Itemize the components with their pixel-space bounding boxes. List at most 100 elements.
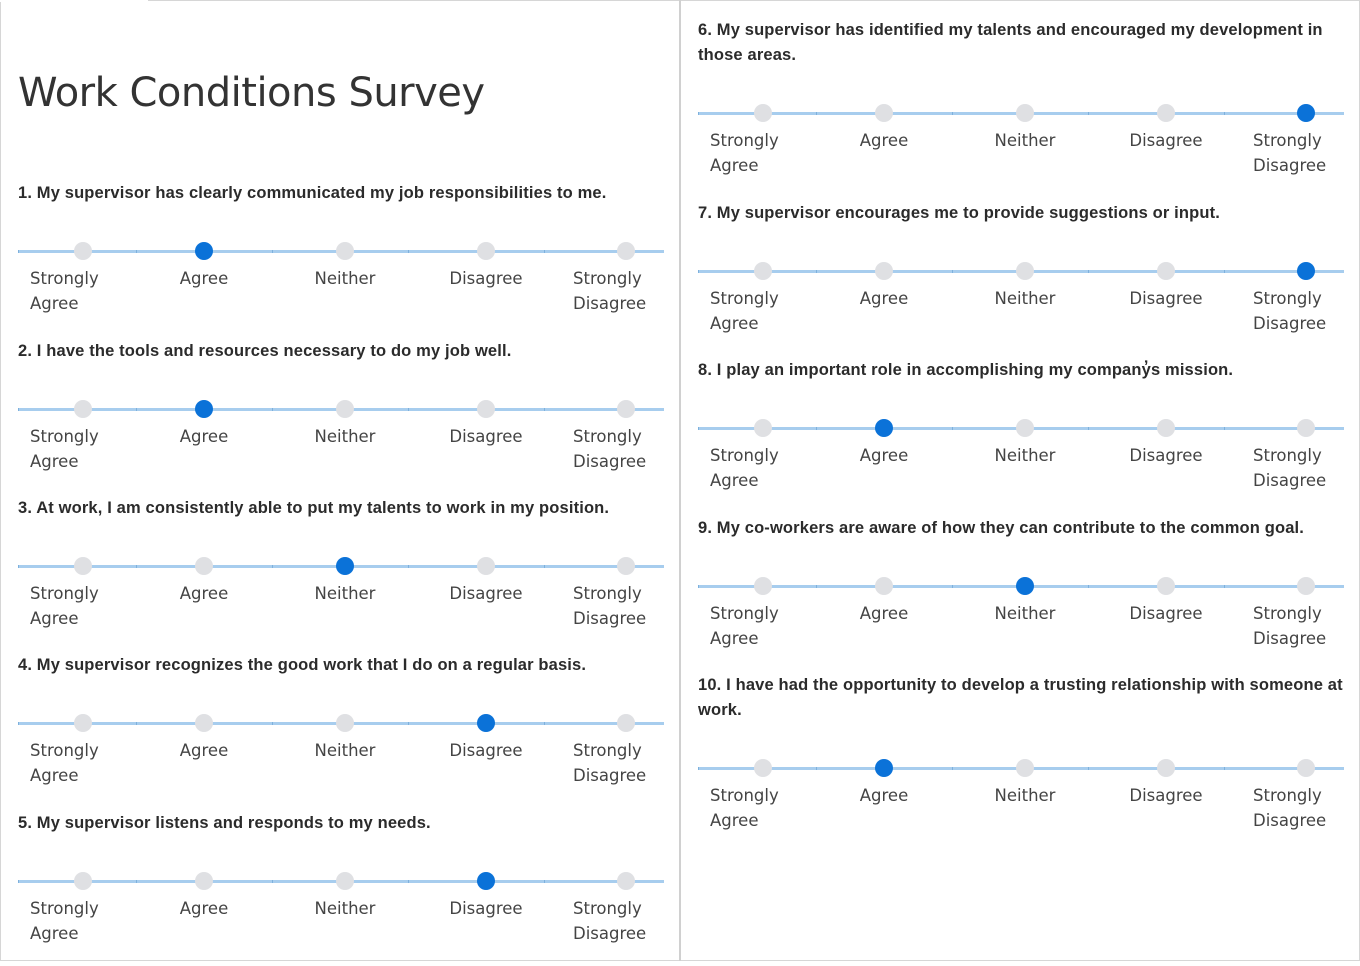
radio-dot[interactable] xyxy=(1297,104,1315,122)
option-strongly-agree[interactable]: Strongly Agree xyxy=(698,258,828,338)
radio-dot[interactable] xyxy=(617,872,635,890)
radio-dot[interactable] xyxy=(195,557,213,575)
radio-dot[interactable] xyxy=(1016,759,1034,777)
radio-dot[interactable] xyxy=(754,262,772,280)
radio-dot[interactable] xyxy=(477,400,495,418)
radio-dot[interactable] xyxy=(477,557,495,575)
option-strongly-disagree[interactable]: Strongly Disagree xyxy=(561,396,691,476)
option-strongly-disagree[interactable]: Strongly Disagree xyxy=(1241,755,1360,835)
radio-dot[interactable] xyxy=(1297,262,1315,280)
option-strongly-agree[interactable]: Strongly Agree xyxy=(18,396,148,476)
option-agree[interactable]: Agree xyxy=(139,396,269,476)
option-neither[interactable]: Neither xyxy=(960,573,1090,653)
radio-dot[interactable] xyxy=(617,242,635,260)
option-strongly-agree[interactable]: Strongly Agree xyxy=(698,415,828,495)
radio-dot[interactable] xyxy=(754,577,772,595)
radio-dot[interactable] xyxy=(74,400,92,418)
option-strongly-agree[interactable]: Strongly Agree xyxy=(698,755,828,835)
option-agree[interactable]: Agree xyxy=(139,553,269,633)
option-strongly-agree[interactable]: Strongly Agree xyxy=(698,573,828,653)
radio-dot[interactable] xyxy=(1297,419,1315,437)
option-disagree[interactable]: Disagree xyxy=(1101,100,1231,180)
radio-dot[interactable] xyxy=(1297,577,1315,595)
option-neither[interactable]: Neither xyxy=(280,238,410,318)
option-strongly-disagree[interactable]: Strongly Disagree xyxy=(1241,258,1360,338)
option-agree[interactable]: Agree xyxy=(139,238,269,318)
radio-dot[interactable] xyxy=(754,419,772,437)
option-disagree[interactable]: Disagree xyxy=(421,710,551,790)
radio-dot[interactable] xyxy=(336,400,354,418)
option-disagree[interactable]: Disagree xyxy=(421,396,551,476)
option-agree[interactable]: Agree xyxy=(819,258,949,338)
option-agree[interactable]: Agree xyxy=(139,868,269,948)
radio-dot[interactable] xyxy=(336,557,354,575)
radio-dot[interactable] xyxy=(875,759,893,777)
option-strongly-disagree[interactable]: Strongly Disagree xyxy=(561,868,691,948)
radio-dot[interactable] xyxy=(1157,419,1175,437)
radio-dot[interactable] xyxy=(336,872,354,890)
radio-dot[interactable] xyxy=(875,577,893,595)
radio-dot[interactable] xyxy=(195,714,213,732)
radio-dot[interactable] xyxy=(74,714,92,732)
radio-dot[interactable] xyxy=(1157,262,1175,280)
option-strongly-disagree[interactable]: Strongly Disagree xyxy=(1241,573,1360,653)
option-strongly-disagree[interactable]: Strongly Disagree xyxy=(1241,100,1360,180)
option-disagree[interactable]: Disagree xyxy=(1101,258,1231,338)
option-strongly-agree[interactable]: Strongly Agree xyxy=(18,238,148,318)
radio-dot[interactable] xyxy=(617,714,635,732)
option-neither[interactable]: Neither xyxy=(960,100,1090,180)
radio-dot[interactable] xyxy=(875,104,893,122)
radio-dot[interactable] xyxy=(74,242,92,260)
option-strongly-agree[interactable]: Strongly Agree xyxy=(18,553,148,633)
option-strongly-disagree[interactable]: Strongly Disagree xyxy=(1241,415,1360,495)
radio-dot[interactable] xyxy=(477,242,495,260)
radio-dot[interactable] xyxy=(195,872,213,890)
option-strongly-disagree[interactable]: Strongly Disagree xyxy=(561,553,691,633)
radio-dot[interactable] xyxy=(477,872,495,890)
radio-dot[interactable] xyxy=(195,400,213,418)
radio-dot[interactable] xyxy=(336,242,354,260)
option-strongly-disagree[interactable]: Strongly Disagree xyxy=(561,710,691,790)
option-neither[interactable]: Neither xyxy=(280,710,410,790)
radio-dot[interactable] xyxy=(1016,419,1034,437)
option-strongly-agree[interactable]: Strongly Agree xyxy=(18,710,148,790)
option-neither[interactable]: Neither xyxy=(280,396,410,476)
option-agree[interactable]: Agree xyxy=(819,415,949,495)
radio-dot[interactable] xyxy=(875,262,893,280)
option-disagree[interactable]: Disagree xyxy=(1101,415,1231,495)
option-agree[interactable]: Agree xyxy=(819,573,949,653)
option-agree[interactable]: Agree xyxy=(139,710,269,790)
radio-dot[interactable] xyxy=(74,557,92,575)
radio-dot[interactable] xyxy=(875,419,893,437)
option-disagree[interactable]: Disagree xyxy=(421,868,551,948)
radio-dot[interactable] xyxy=(1157,577,1175,595)
radio-dot[interactable] xyxy=(754,759,772,777)
option-agree[interactable]: Agree xyxy=(819,100,949,180)
option-strongly-agree[interactable]: Strongly Agree xyxy=(698,100,828,180)
option-disagree[interactable]: Disagree xyxy=(421,238,551,318)
option-strongly-disagree[interactable]: Strongly Disagree xyxy=(561,238,691,318)
radio-dot[interactable] xyxy=(1016,577,1034,595)
option-neither[interactable]: Neither xyxy=(280,868,410,948)
option-disagree[interactable]: Disagree xyxy=(421,553,551,633)
radio-dot[interactable] xyxy=(1016,104,1034,122)
radio-dot[interactable] xyxy=(1157,759,1175,777)
option-neither[interactable]: Neither xyxy=(960,755,1090,835)
option-strongly-agree[interactable]: Strongly Agree xyxy=(18,868,148,948)
radio-dot[interactable] xyxy=(477,714,495,732)
option-agree[interactable]: Agree xyxy=(819,755,949,835)
radio-dot[interactable] xyxy=(195,242,213,260)
radio-dot[interactable] xyxy=(754,104,772,122)
radio-dot[interactable] xyxy=(336,714,354,732)
option-neither[interactable]: Neither xyxy=(280,553,410,633)
option-neither[interactable]: Neither xyxy=(960,415,1090,495)
radio-dot[interactable] xyxy=(1157,104,1175,122)
option-neither[interactable]: Neither xyxy=(960,258,1090,338)
radio-dot[interactable] xyxy=(1297,759,1315,777)
radio-dot[interactable] xyxy=(617,557,635,575)
radio-dot[interactable] xyxy=(1016,262,1034,280)
radio-dot[interactable] xyxy=(74,872,92,890)
option-disagree[interactable]: Disagree xyxy=(1101,573,1231,653)
radio-dot[interactable] xyxy=(617,400,635,418)
option-disagree[interactable]: Disagree xyxy=(1101,755,1231,835)
